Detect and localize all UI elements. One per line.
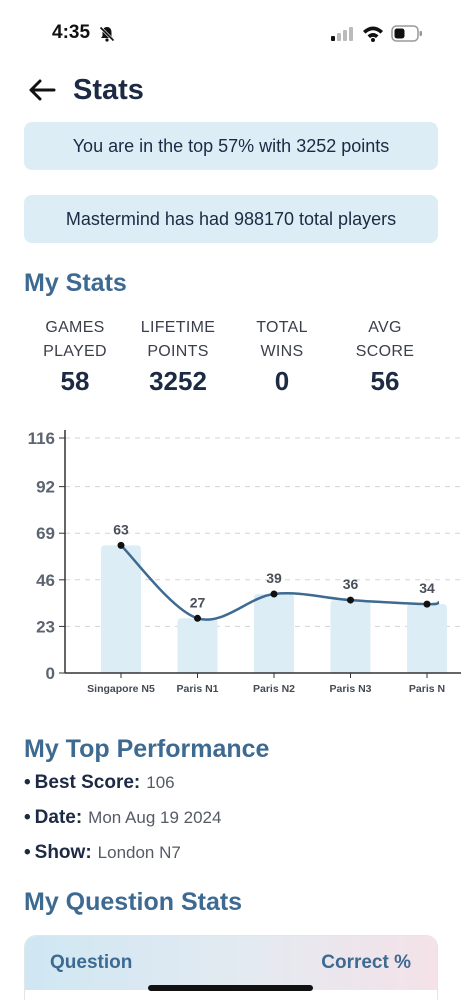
status-time: 4:35 [52,22,91,43]
stat-label: AVG [368,319,402,336]
y-tick-label: 23 [36,617,55,636]
table-header: Question Correct % [25,936,437,990]
top-performance-list: • Best Score: 106 • Date: Mon Aug 19 202… [24,772,221,877]
y-tick-label: 116 [28,429,55,448]
x-tick-label: Paris N3 [329,683,371,695]
data-label: 34 [419,580,435,596]
bullet: • [24,772,31,793]
bar [101,545,141,673]
stat-label: TOTAL [256,319,308,336]
bar [254,593,294,673]
top-performance-title: My Top Performance [24,735,270,763]
stat-label: PLAYED [43,343,107,360]
bullet: • [24,807,31,828]
bullet: • [24,842,31,863]
column-header-correct-percent[interactable]: Correct % [321,952,411,973]
data-point [423,600,431,608]
column-header-question[interactable]: Question [50,952,133,973]
stat-label: GAMES [45,319,105,336]
back-arrow-icon[interactable] [28,78,56,107]
page-title: Stats [73,74,144,106]
y-tick-label: 46 [36,571,55,590]
bar [407,604,447,673]
x-tick-label: Paris N2 [253,683,295,695]
status-bar: 4:35 [0,0,461,60]
rank-info-box: You are in the top 57% with 3252 points [24,122,438,170]
x-tick-label: Paris N1 [176,683,218,695]
battery-icon [391,25,423,47]
players-info-box: Mastermind has had 988170 total players [24,195,438,243]
x-tick-label: Singapore N5 [87,683,155,695]
show-label: Show: [34,842,92,863]
question-stats-title: My Question Stats [24,888,243,916]
data-label: 27 [190,594,206,610]
score-chart: 0 23 46 69 92 116 Singapore N5 Paris N1 Paris N… [28,429,461,695]
stat-avg-score: AVG SCORE 56 [325,316,445,397]
x-tick-label: Paris N [409,683,445,695]
bar [177,618,218,673]
bell-slash-icon [98,25,116,48]
stat-games-played: GAMES PLAYED 58 [15,316,135,397]
data-point [117,541,125,549]
data-label: 63 [113,521,129,537]
my-stats-title: My Stats [24,269,127,297]
y-tick-label: 92 [36,478,55,497]
list-item: • Show: London N7 [24,842,221,877]
bar [330,600,371,673]
best-score-label: Best Score: [34,772,141,793]
data-point [194,614,201,622]
data-point [270,590,278,598]
stat-value: 58 [60,366,90,396]
date-label: Date: [34,807,83,828]
stat-value: 56 [370,366,400,396]
question-stats-table: Question Correct % [24,935,438,1000]
wifi-icon [362,25,384,47]
stat-total-wins: TOTAL WINS 0 [222,316,342,397]
y-tick-label: 0 [46,664,55,683]
header: Stats [24,72,444,112]
stat-value: 3252 [149,366,207,396]
stat-label: WINS [260,343,304,360]
stat-lifetime-points: LIFETIME POINTS 3252 [118,316,238,397]
data-point [347,596,354,604]
stat-label: SCORE [355,343,415,360]
home-indicator [148,985,313,991]
show-value: London N7 [97,843,181,862]
list-item: • Date: Mon Aug 19 2024 [24,807,221,842]
stat-label: LIFETIME [140,319,216,336]
date-value: Mon Aug 19 2024 [88,808,222,827]
y-tick-label: 69 [36,524,55,543]
best-score-value: 106 [146,773,175,792]
stat-label: POINTS [147,343,209,360]
data-label: 39 [266,570,282,586]
list-item: • Best Score: 106 [24,772,221,807]
stat-value: 0 [274,366,290,396]
data-label: 36 [343,576,359,592]
signal-icon [331,27,353,46]
